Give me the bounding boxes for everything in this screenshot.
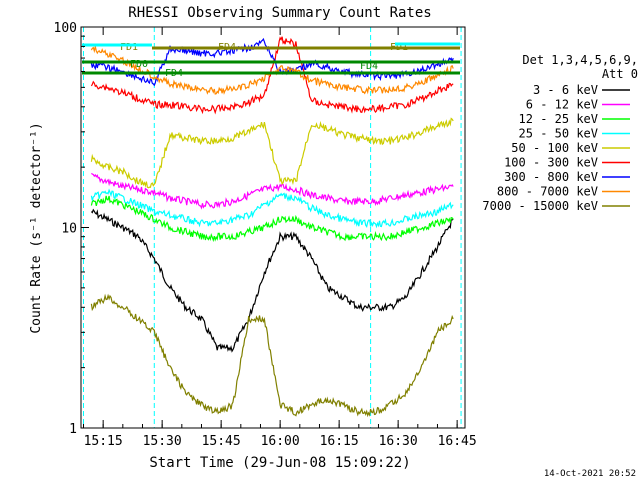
x-tick-label-3: 16:00 <box>261 434 300 449</box>
overlay-label-5: FD4 <box>360 61 378 72</box>
series-line-5 <box>90 36 454 115</box>
y-axis-label: Count Rate (s⁻¹ detector⁻¹) <box>29 122 44 333</box>
x-tick-label-1: 15:30 <box>143 434 182 449</box>
y-tick-label-1: 10 <box>61 222 77 237</box>
x-tick-label-4: 16:15 <box>320 434 359 449</box>
legend-label-0: 3 - 6 keV <box>533 83 598 97</box>
x-axis-label: Start Time (29-Jun-08 15:09:22) <box>149 455 410 471</box>
legend-label-7: 800 - 7000 keV <box>497 185 598 199</box>
overlay-label-2: FD0 <box>130 59 148 70</box>
x-tick-label-6: 16:45 <box>438 434 477 449</box>
chart-title: RHESSI Observing Summary Count Rates <box>128 5 431 21</box>
legend-label-1: 6 - 12 keV <box>526 98 598 112</box>
overlay-labels: FD1FD4FD0FD4FD1FD4 <box>82 42 460 79</box>
series-line-1 <box>91 172 454 210</box>
series-line-4 <box>90 117 454 189</box>
x-tick-label-2: 15:45 <box>202 434 241 449</box>
y-tick-label-2: 100 <box>54 21 77 36</box>
x-tick-label-5: 16:30 <box>379 434 418 449</box>
legend-label-6: 300 - 800 keV <box>504 170 598 184</box>
y-tick-label-0: 1 <box>69 422 77 437</box>
legend-label-4: 50 - 100 keV <box>511 141 598 155</box>
overlay-label-0: FD1 <box>120 42 138 53</box>
legend-title: Det 1,3,4,5,6,9, Att 0 <box>522 53 638 81</box>
series-line-8 <box>90 293 454 418</box>
legend-label-5: 100 - 300 keV <box>504 156 598 170</box>
axes: 15:15 15:30 15:45 16:00 16:15 16:30 16:45 1 10 10… <box>54 21 477 449</box>
series-line-0 <box>90 208 454 353</box>
series-line-3 <box>90 188 454 229</box>
legend-label-2: 12 - 25 keV <box>519 112 598 126</box>
x-tick-label-0: 15:15 <box>84 434 123 449</box>
legend-label-3: 25 - 50 keV <box>519 127 598 141</box>
series-line-2 <box>90 195 454 243</box>
footer-date: 14-Oct-2021 20:52 <box>544 469 636 479</box>
legend-label-8: 7000 - 15000 keV <box>482 199 598 213</box>
